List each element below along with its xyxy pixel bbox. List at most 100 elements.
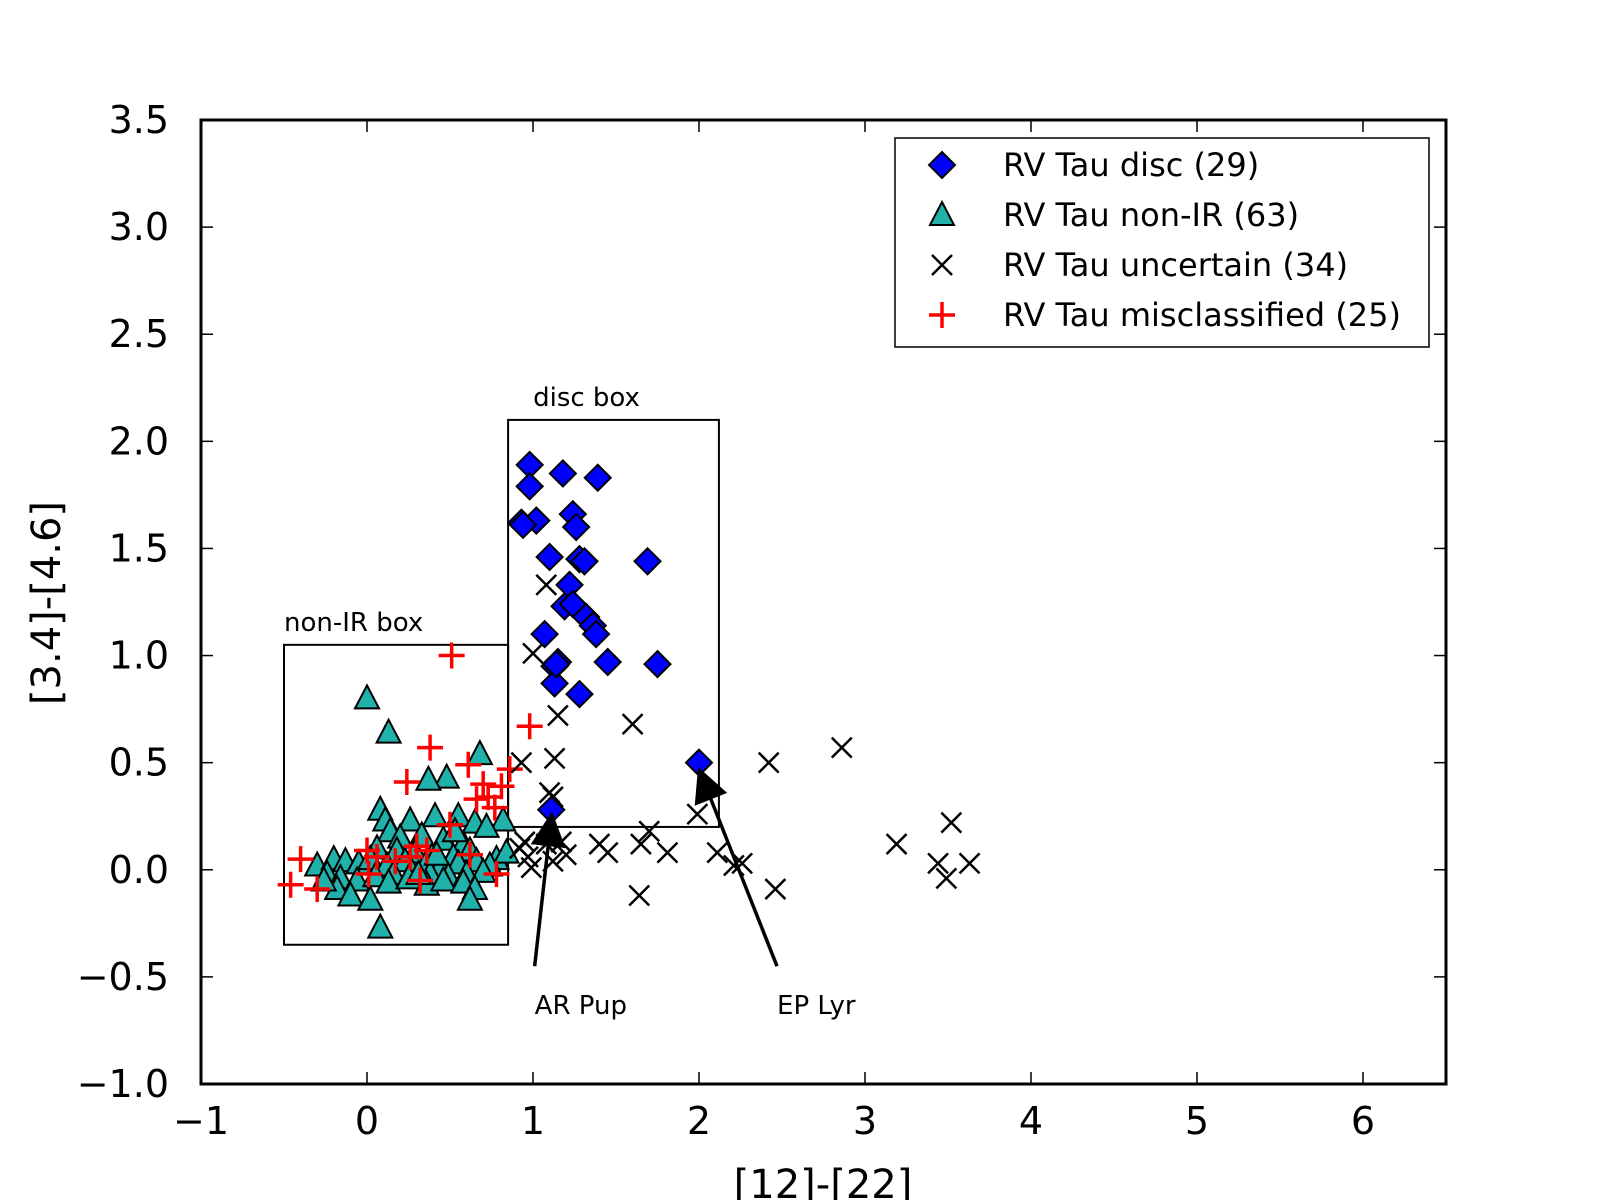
data-point bbox=[535, 573, 558, 596]
data-point bbox=[630, 833, 652, 855]
data-point bbox=[355, 861, 382, 888]
data-point bbox=[456, 884, 484, 911]
data-point bbox=[927, 852, 949, 875]
data-point bbox=[287, 846, 314, 873]
annotation-arrow bbox=[530, 811, 566, 967]
data-point bbox=[513, 831, 536, 853]
data-point bbox=[488, 773, 515, 800]
data-point bbox=[356, 884, 384, 911]
data-point bbox=[583, 463, 613, 493]
data-point bbox=[304, 876, 331, 903]
data-point bbox=[706, 841, 729, 864]
data-point bbox=[565, 679, 594, 709]
data-point bbox=[593, 647, 623, 677]
data-point bbox=[433, 762, 461, 789]
series-diamond bbox=[506, 450, 714, 825]
data-point bbox=[437, 811, 463, 838]
data-point bbox=[481, 794, 508, 821]
data-point bbox=[429, 865, 458, 892]
data-point bbox=[515, 471, 545, 501]
data-point bbox=[628, 884, 651, 907]
series-x bbox=[508, 573, 981, 907]
legend-marker-plus bbox=[929, 302, 955, 328]
data-point bbox=[396, 805, 424, 832]
data-point bbox=[469, 856, 497, 883]
data-point bbox=[530, 619, 560, 649]
x-tick-label: 6 bbox=[1351, 1099, 1375, 1143]
legend-label: RV Tau non-IR (63) bbox=[1003, 196, 1299, 234]
data-point bbox=[336, 880, 365, 907]
data-point bbox=[940, 811, 963, 834]
legend-label: RV Tau disc (29) bbox=[1003, 146, 1259, 184]
x-tick-label: 1 bbox=[521, 1099, 545, 1143]
annotation-label: EP Lyr bbox=[777, 991, 856, 1021]
data-point bbox=[413, 837, 440, 864]
x-tick-label: 3 bbox=[853, 1099, 877, 1143]
y-tick-label: 0.5 bbox=[109, 741, 169, 785]
x-tick-label: −1 bbox=[173, 1099, 229, 1143]
data-point bbox=[547, 704, 569, 727]
region-boxes: non-IR box disc box bbox=[283, 383, 720, 946]
data-points bbox=[277, 450, 981, 939]
data-point bbox=[686, 803, 709, 825]
data-point bbox=[393, 768, 420, 795]
data-point bbox=[423, 839, 451, 866]
data-point bbox=[472, 811, 501, 838]
plot-area-frame bbox=[199, 118, 1448, 1086]
data-point bbox=[656, 841, 679, 864]
legend-item: RV Tau non-IR (63) bbox=[928, 196, 1299, 234]
legend-item: RV Tau disc (29) bbox=[927, 146, 1259, 184]
data-point bbox=[421, 801, 449, 828]
data-point bbox=[496, 756, 523, 783]
data-point bbox=[757, 751, 780, 774]
data-point bbox=[633, 546, 662, 576]
data-point bbox=[535, 542, 565, 572]
data-point bbox=[374, 717, 403, 744]
legend-label: RV Tau misclassified (25) bbox=[1003, 296, 1401, 334]
annotations: AR Pup EP Lyr bbox=[530, 766, 856, 1021]
data-point bbox=[581, 619, 611, 649]
data-point bbox=[508, 510, 538, 540]
data-point bbox=[541, 649, 571, 679]
data-point bbox=[830, 736, 853, 759]
data-point bbox=[407, 867, 434, 894]
legend-marker-diamond bbox=[927, 150, 957, 180]
data-point bbox=[621, 713, 644, 735]
data-point bbox=[475, 783, 502, 810]
annotation-label: AR Pup bbox=[535, 991, 627, 1021]
y-tick-label: −0.5 bbox=[77, 955, 169, 999]
data-point bbox=[456, 841, 483, 868]
y-tick-label: −1.0 bbox=[77, 1062, 169, 1106]
data-point bbox=[561, 512, 591, 542]
data-point bbox=[353, 683, 381, 710]
data-point bbox=[548, 459, 578, 488]
series-triangle bbox=[303, 683, 521, 939]
data-point bbox=[382, 848, 409, 875]
data-point bbox=[540, 668, 569, 698]
x-tick-label: 5 bbox=[1185, 1099, 1209, 1143]
x-tick-label: 0 bbox=[355, 1099, 379, 1143]
data-point bbox=[466, 738, 494, 766]
data-point bbox=[397, 843, 424, 870]
data-point bbox=[414, 764, 443, 791]
data-point bbox=[684, 748, 714, 778]
region-box-label: non-IR box bbox=[284, 608, 423, 638]
data-point bbox=[463, 786, 490, 813]
data-point bbox=[363, 843, 390, 870]
region-box-label: disc box bbox=[533, 383, 640, 413]
y-tick-label: 3.0 bbox=[109, 205, 169, 249]
legend-item: RV Tau uncertain (34) bbox=[931, 246, 1348, 284]
y-tick-label: 1.5 bbox=[109, 526, 169, 570]
x-tick-label: 2 bbox=[687, 1099, 711, 1143]
data-point bbox=[764, 878, 787, 900]
x-axis-title: [12]-[22] bbox=[734, 1162, 913, 1200]
data-point bbox=[522, 642, 544, 665]
data-point bbox=[538, 781, 561, 804]
data-point bbox=[366, 912, 394, 939]
data-point bbox=[277, 871, 304, 898]
region-box bbox=[507, 418, 720, 828]
data-point bbox=[417, 734, 444, 761]
y-tick-label: 2.0 bbox=[109, 419, 169, 463]
y-tick-label: 1.0 bbox=[109, 634, 169, 678]
